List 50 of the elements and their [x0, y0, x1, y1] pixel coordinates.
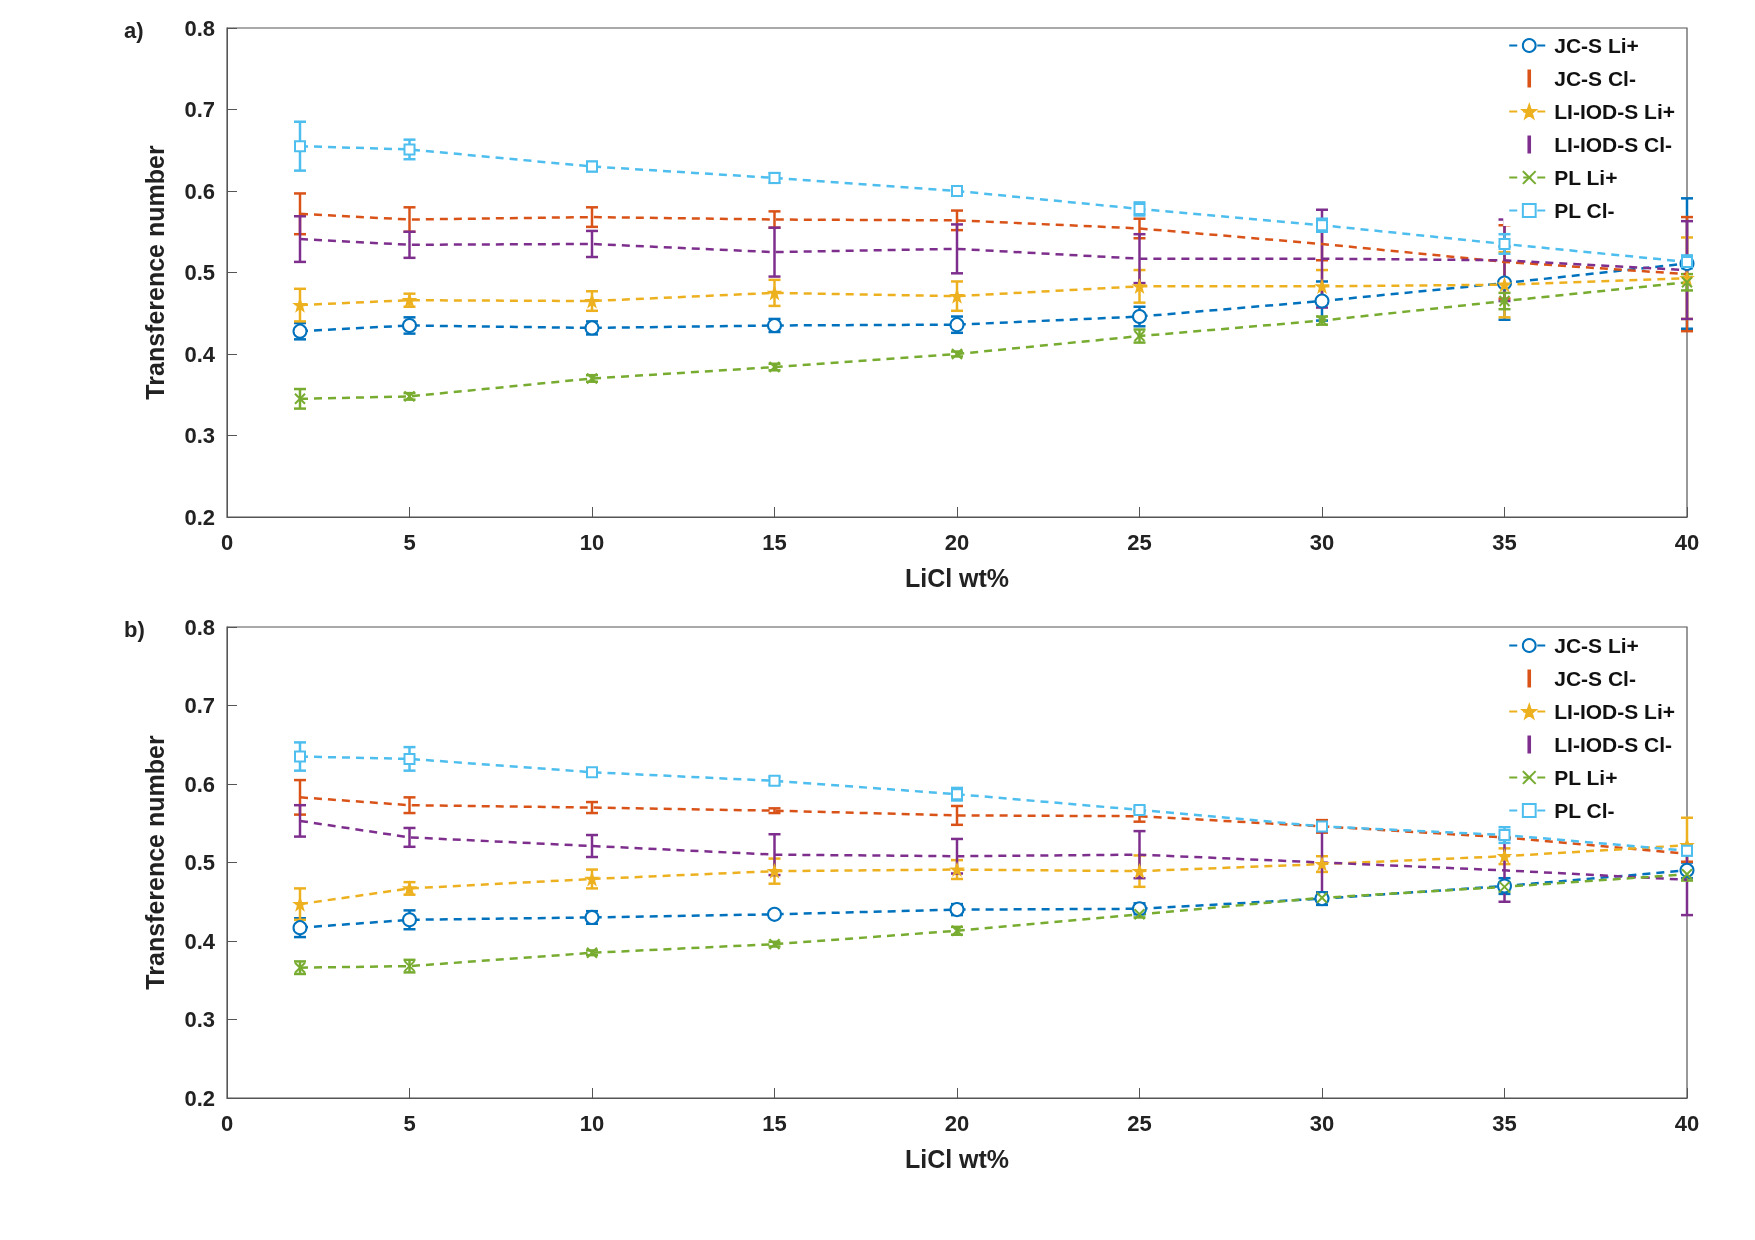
x-tick-label: 35 [1492, 1110, 1517, 1136]
y-tick-label: 0.6 [184, 771, 215, 797]
legend-label: LI-IOD-S Cl- [1554, 133, 1673, 156]
y-tick-label: 0.8 [184, 15, 215, 41]
legend-label: JC-S Li+ [1554, 34, 1639, 57]
y-tick-label: 0.8 [184, 614, 215, 640]
x-tick-label: 30 [1309, 529, 1335, 555]
y-tick-label: 0.2 [184, 504, 215, 530]
y-tick-label: 0.5 [184, 850, 215, 875]
x-tick-label: 25 [1127, 1110, 1152, 1136]
x-tick-label: 0 [220, 1110, 234, 1136]
legend-label: PL Li+ [1554, 766, 1618, 789]
x-tick-label: 15 [762, 529, 787, 555]
x-tick-label: 25 [1127, 529, 1152, 555]
y-tick-label: 0.4 [184, 341, 216, 367]
y-tick-label: 0.3 [184, 1007, 215, 1032]
legend-label: LI-IOD-S Cl- [1554, 733, 1673, 756]
legend-label: LI-IOD-S Li+ [1554, 700, 1675, 723]
x-tick-label: 0 [220, 529, 234, 555]
x-tick-label: 35 [1492, 529, 1517, 555]
y-tick-label: 0.3 [184, 423, 215, 448]
text: a) [124, 18, 144, 44]
y-axis-title: Transference number [140, 145, 169, 400]
x-tick-label: 15 [762, 1110, 787, 1136]
x-tick-label: 5 [403, 529, 416, 555]
x-tick-label: 30 [1309, 1110, 1335, 1136]
x-axis-title: LiCl wt% [904, 1144, 1010, 1173]
y-tick-label: 0.2 [184, 1085, 215, 1111]
y-axis-title: Transference number [140, 735, 169, 990]
legend-label: JC-S Cl- [1554, 67, 1636, 90]
x-tick-label: 10 [579, 1110, 605, 1136]
x-tick-label: 40 [1674, 1110, 1700, 1136]
y-tick-label: 0.7 [184, 693, 215, 718]
y-tick-label: 0.5 [184, 260, 215, 285]
legend-label: PL Li+ [1554, 166, 1618, 189]
x-tick-label: 40 [1674, 529, 1700, 555]
legend-label: JC-S Cl- [1554, 667, 1636, 690]
x-tick-label: 10 [579, 529, 605, 555]
legend-label: PL Cl- [1554, 199, 1615, 222]
legend-label: LI-IOD-S Li+ [1554, 100, 1675, 123]
y-tick-label: 0.7 [184, 97, 215, 122]
legend-label: JC-S Li+ [1554, 634, 1639, 657]
legend-label: PL Cl- [1554, 799, 1615, 822]
y-tick-label: 0.6 [184, 178, 215, 204]
x-tick-label: 5 [403, 1110, 416, 1136]
x-axis-title: LiCl wt% [904, 563, 1010, 592]
y-tick-label: 0.4 [184, 928, 216, 954]
x-tick-label: 20 [944, 529, 970, 555]
text: b) [124, 617, 145, 643]
x-tick-label: 20 [944, 1110, 970, 1136]
